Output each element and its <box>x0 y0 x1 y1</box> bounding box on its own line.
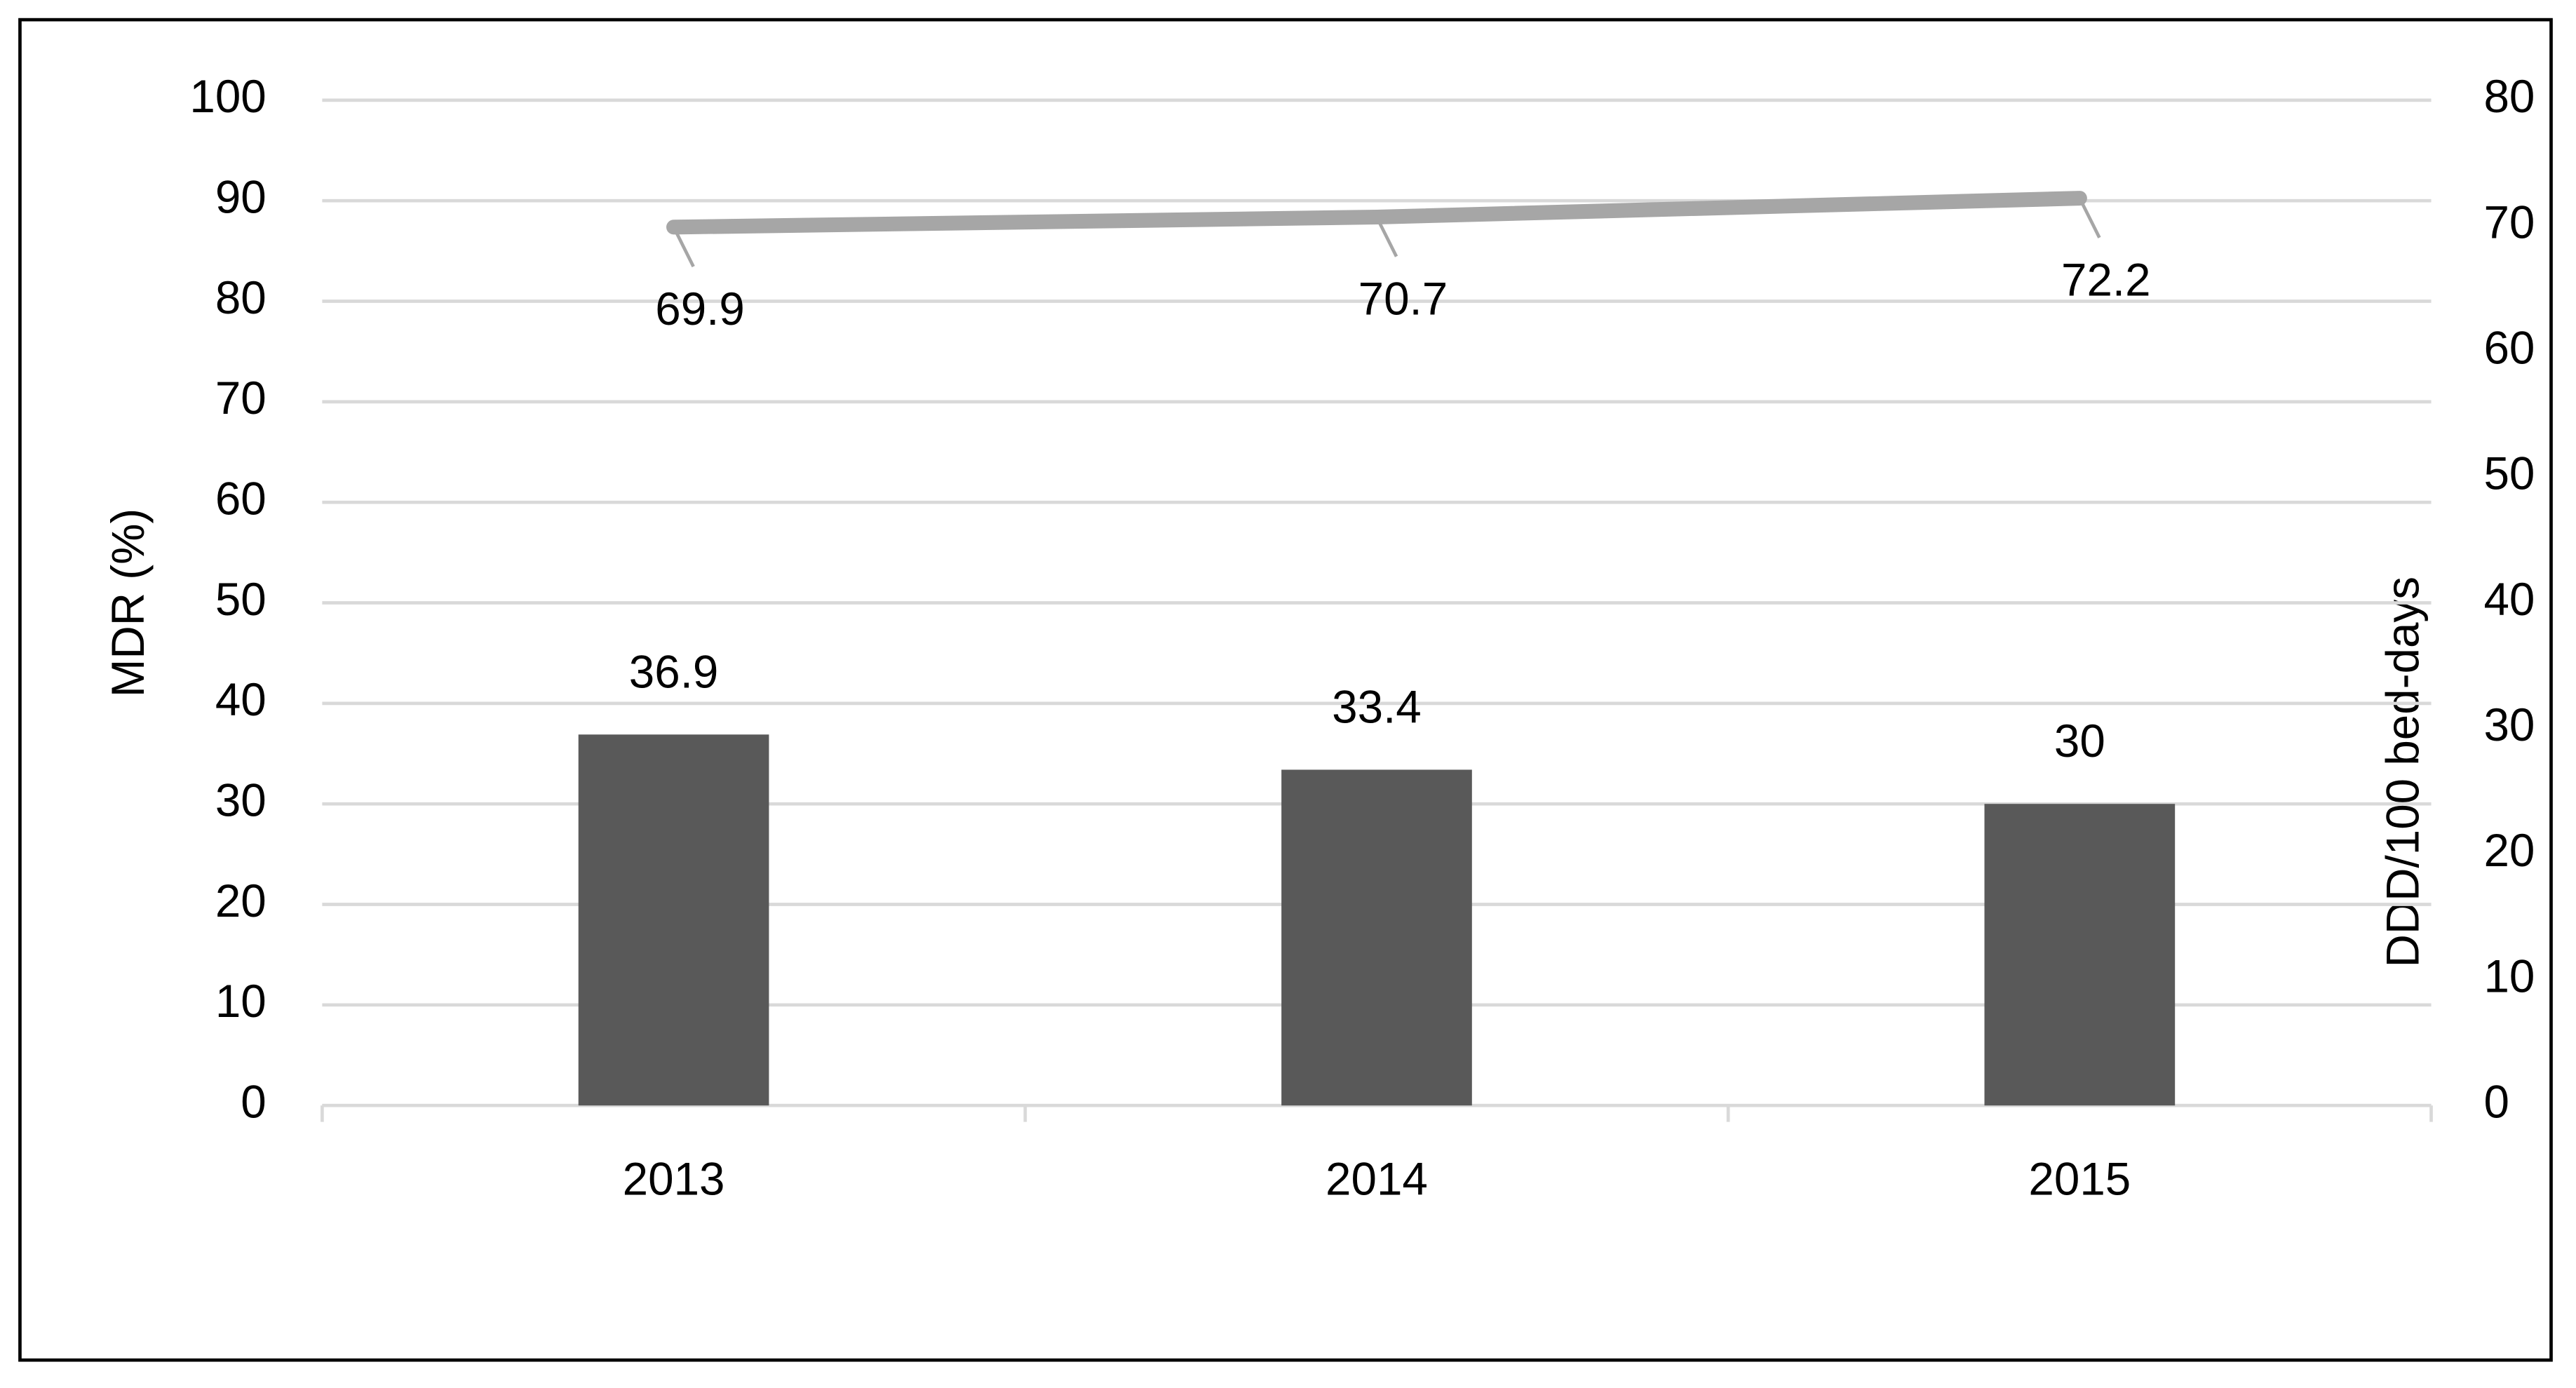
y2-tick-label: 80 <box>2483 71 2535 122</box>
y-tick-label: 50 <box>215 574 267 625</box>
y-tick-label: 10 <box>215 976 267 1027</box>
y2-tick-label: 20 <box>2483 825 2535 876</box>
bar-value-label: 30 <box>2054 715 2105 767</box>
y-tick-label: 80 <box>215 272 267 323</box>
bar-value-label: 33.4 <box>1332 681 1422 732</box>
bar <box>1984 804 2176 1106</box>
y-axis-title: MDR (%) <box>102 508 154 698</box>
leader-line <box>672 226 695 268</box>
y2-tick-label: 60 <box>2483 323 2535 374</box>
line-value-label: 70.7 <box>1358 274 1448 325</box>
y-tick-label: 20 <box>215 875 267 927</box>
y-tick-label: 60 <box>215 473 267 525</box>
x-tick-label: 2014 <box>1326 1154 1428 1205</box>
y-tick-label: 30 <box>215 775 267 826</box>
y2-tick-label: 10 <box>2483 950 2535 1002</box>
y-tick-label: 0 <box>241 1077 266 1128</box>
y-tick-label: 100 <box>189 71 266 122</box>
leader-line <box>1375 216 1398 257</box>
y-tick-label: 70 <box>215 372 267 424</box>
bar <box>1281 769 1472 1106</box>
y2-tick-label: 30 <box>2483 699 2535 750</box>
y2-tick-label: 70 <box>2483 196 2535 248</box>
y-tick-label: 40 <box>215 674 267 725</box>
chart-frame <box>18 18 2553 1362</box>
leader-line <box>2078 197 2101 238</box>
y2-tick-label: 50 <box>2483 448 2535 499</box>
line-value-label: 72.2 <box>2061 255 2151 306</box>
bar <box>578 734 769 1106</box>
x-tick-label: 2013 <box>623 1154 725 1205</box>
line-value-label: 69.9 <box>655 283 745 335</box>
bar-value-label: 36.9 <box>629 646 719 697</box>
y2-tick-label: 40 <box>2483 574 2535 625</box>
y2-tick-label: 0 <box>2483 1077 2509 1128</box>
y-tick-label: 90 <box>215 172 267 223</box>
x-tick-label: 2015 <box>2028 1154 2131 1205</box>
y2-axis-title: DDD/100 bed-days <box>2378 577 2429 968</box>
